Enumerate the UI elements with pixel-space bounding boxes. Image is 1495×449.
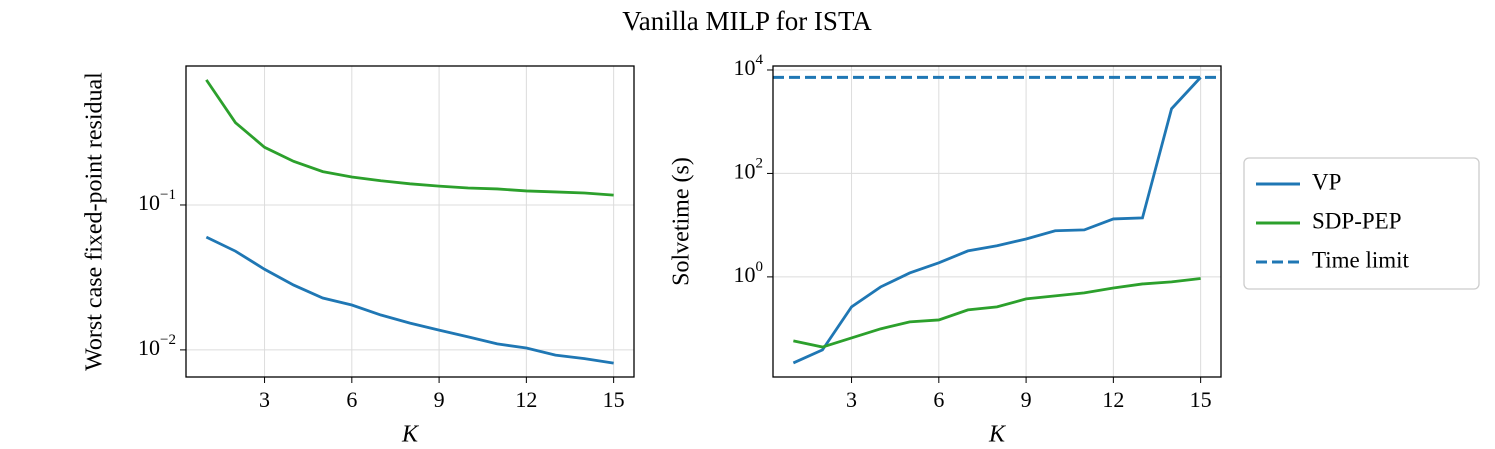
y-tick-exponent: −1 <box>160 187 176 203</box>
x-tick-label: 6 <box>346 387 357 412</box>
y-tick-label: 104 <box>734 52 764 80</box>
plot-frame <box>772 65 1222 378</box>
y-tick-label: 102 <box>734 156 764 184</box>
y-tick-label: 100 <box>734 259 764 287</box>
x-tick-label: 15 <box>1190 387 1212 412</box>
y-axis-label: Solvetime (s) <box>669 157 695 286</box>
plot-frame <box>185 65 635 378</box>
series-line <box>205 235 614 365</box>
legend-label: VP <box>1312 169 1341 194</box>
x-axis-label: K <box>401 422 420 448</box>
series-line <box>205 79 614 197</box>
y-tick-exponent: 0 <box>756 259 764 275</box>
series-line <box>792 76 1202 365</box>
x-tick-label: 3 <box>846 387 857 412</box>
legend-label: Time limit <box>1312 247 1410 272</box>
y-tick-base: 10 <box>734 158 756 183</box>
legend-label: SDP-PEP <box>1312 208 1401 233</box>
x-tick-label: 6 <box>933 387 944 412</box>
x-tick-label: 12 <box>1102 387 1124 412</box>
y-tick-exponent: 2 <box>756 156 764 172</box>
y-tick-exponent: −2 <box>160 332 176 348</box>
y-tick-label: 10−1 <box>138 187 176 215</box>
y-tick-base: 10 <box>138 190 160 215</box>
y-tick-base: 10 <box>138 335 160 360</box>
legend-frame <box>1243 157 1480 290</box>
figure-title: Vanilla MILP for ISTA <box>622 6 872 36</box>
x-tick-label: 12 <box>515 387 537 412</box>
x-axis-label: K <box>988 422 1007 448</box>
x-tick-label: 3 <box>259 387 270 412</box>
y-tick-base: 10 <box>734 262 756 287</box>
y-tick-exponent: 4 <box>756 52 764 68</box>
y-tick-label: 10−2 <box>138 332 176 360</box>
y-tick-base: 10 <box>734 55 756 80</box>
series-line <box>793 277 1201 349</box>
x-tick-label: 15 <box>603 387 625 412</box>
y-axis-label: Worst case fixed-point residual <box>82 72 108 371</box>
x-tick-label: 9 <box>434 387 445 412</box>
x-tick-label: 9 <box>1021 387 1032 412</box>
